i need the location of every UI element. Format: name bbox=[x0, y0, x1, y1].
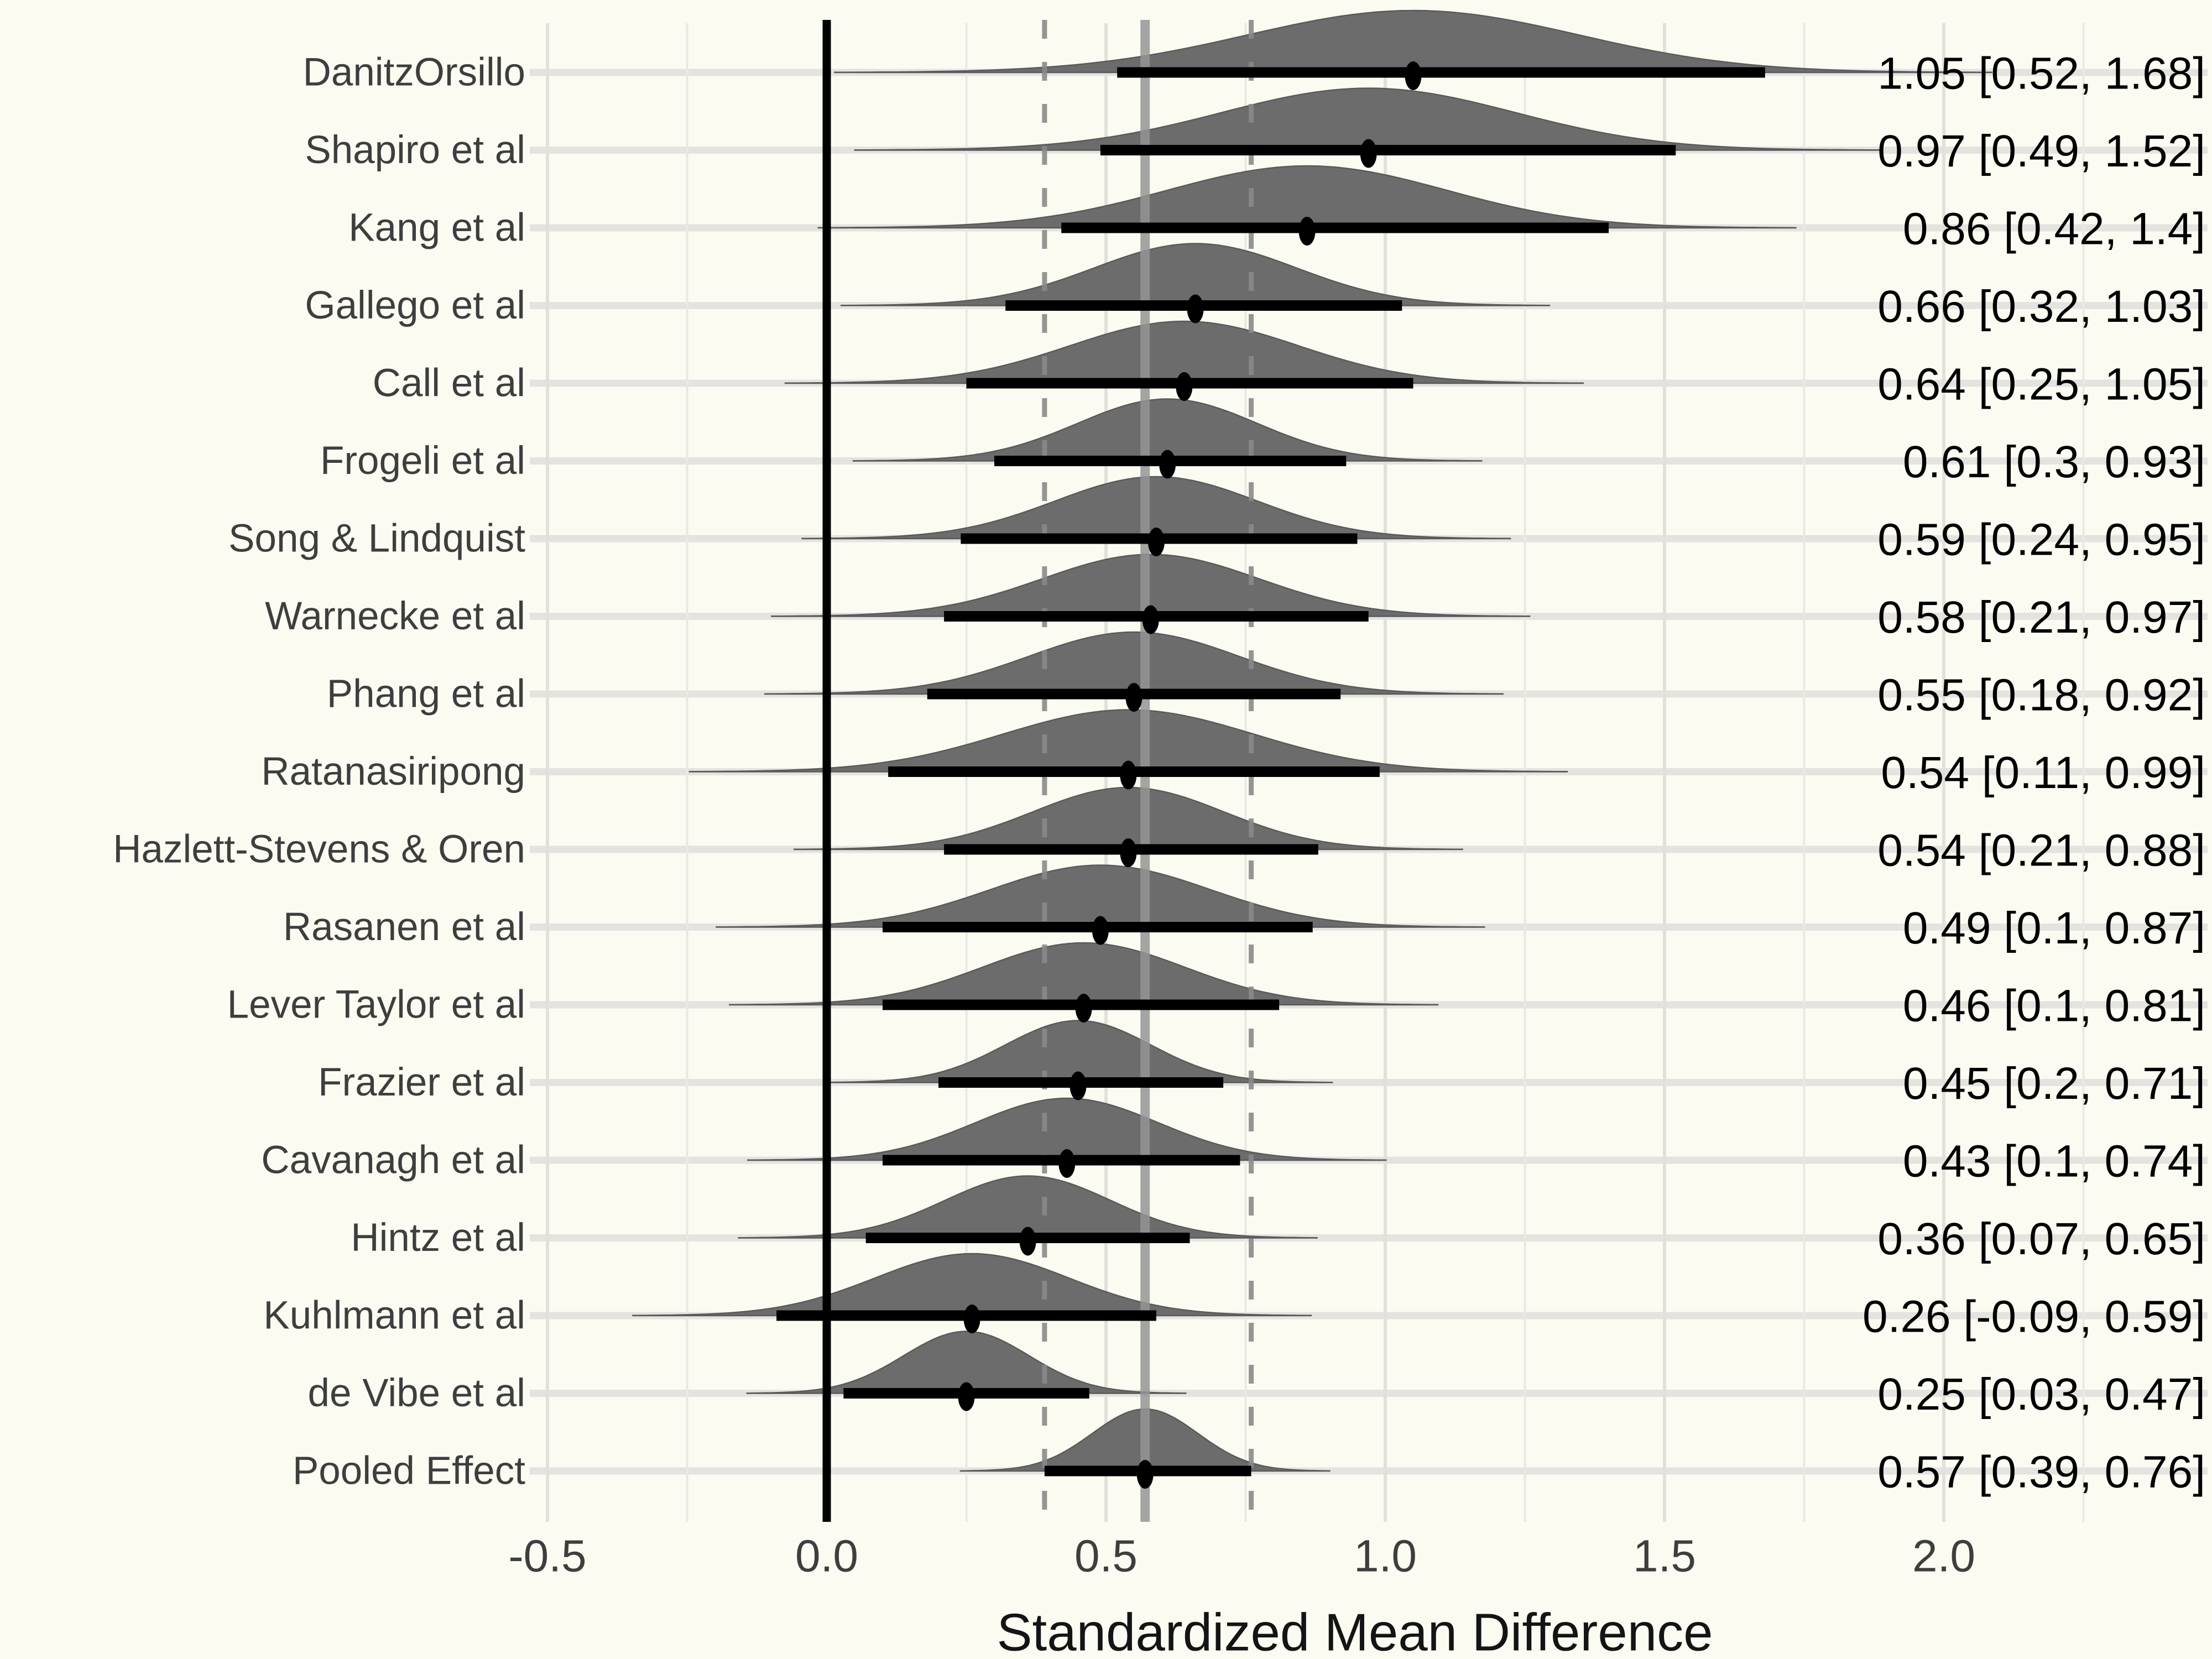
point-estimate-marker bbox=[1019, 1227, 1036, 1256]
point-estimate-marker bbox=[1125, 683, 1142, 712]
posterior-density-slab bbox=[852, 398, 1483, 462]
study-label: Shapiro et al bbox=[305, 128, 525, 172]
point-estimate-marker bbox=[1120, 838, 1137, 867]
posterior-density-slab bbox=[729, 942, 1439, 1006]
posterior-density-slab bbox=[784, 320, 1584, 384]
estimate-annotation: 0.66 [0.32, 1.03] bbox=[1877, 281, 2205, 332]
posterior-density-slab bbox=[854, 87, 1883, 151]
posterior-density-slab bbox=[841, 243, 1551, 306]
study-label: Cavanagh et al bbox=[261, 1139, 525, 1182]
estimate-annotation: 0.57 [0.39, 0.76] bbox=[1877, 1447, 2205, 1498]
estimate-annotation: 0.25 [0.03, 0.47] bbox=[1877, 1369, 2205, 1420]
x-tick-label: 1.0 bbox=[1354, 1531, 1417, 1582]
point-estimate-marker bbox=[1360, 139, 1377, 168]
estimate-annotation: 0.54 [0.11, 0.99] bbox=[1881, 748, 2205, 798]
estimate-annotation: 0.55 [0.18, 0.92] bbox=[1877, 670, 2205, 721]
study-label: Call et al bbox=[373, 362, 525, 405]
study-label: Kuhlmann et al bbox=[263, 1294, 525, 1338]
study-label: Warnecke et al bbox=[265, 594, 525, 638]
posterior-density-slab bbox=[738, 1175, 1318, 1239]
estimate-annotation: 0.45 [0.2, 0.71] bbox=[1903, 1058, 2205, 1109]
point-estimate-marker bbox=[1058, 1149, 1076, 1178]
study-label: Kang et al bbox=[348, 206, 525, 250]
posterior-density-slab bbox=[817, 165, 1797, 229]
study-label: Hintz et al bbox=[351, 1216, 525, 1260]
study-label: Song & Lindquist bbox=[228, 517, 525, 561]
point-estimate-marker bbox=[1120, 760, 1137, 790]
study-label: Pooled Effect bbox=[293, 1449, 525, 1493]
point-estimate-marker bbox=[1136, 1460, 1154, 1489]
point-estimate-marker bbox=[1070, 1071, 1087, 1100]
study-label: Gallego et al bbox=[305, 284, 525, 327]
x-axis-title: Standardized Mean Difference bbox=[997, 1603, 1713, 1659]
study-label: DanitzOrsillo bbox=[303, 51, 525, 95]
estimate-annotation: 0.26 [-0.09, 0.59] bbox=[1863, 1292, 2205, 1342]
point-estimate-marker bbox=[1092, 916, 1109, 945]
x-tick-label: 0.0 bbox=[795, 1531, 858, 1582]
point-estimate-marker bbox=[963, 1305, 980, 1333]
x-tick-label: 1.5 bbox=[1633, 1531, 1696, 1582]
estimate-annotation: 0.43 [0.1, 0.74] bbox=[1903, 1136, 2205, 1187]
estimate-annotation: 0.36 [0.07, 0.65] bbox=[1877, 1214, 2205, 1264]
x-tick-label: 2.0 bbox=[1912, 1531, 1975, 1582]
estimate-annotation: 0.54 [0.21, 0.88] bbox=[1877, 826, 2205, 876]
posterior-density-slab bbox=[834, 9, 1992, 74]
posterior-density-slab bbox=[801, 476, 1511, 540]
posterior-density-slab bbox=[764, 631, 1504, 695]
estimate-annotation: 1.05 [0.52, 1.68] bbox=[1877, 49, 2205, 99]
point-estimate-marker bbox=[1298, 217, 1316, 246]
point-estimate-marker bbox=[1405, 61, 1422, 90]
study-label: Phang et al bbox=[327, 672, 525, 716]
posterior-density-slab bbox=[632, 1253, 1312, 1317]
study-label: Lever Taylor et al bbox=[227, 983, 525, 1027]
study-label: Rasanen et al bbox=[283, 905, 525, 949]
study-label: Frogeli et al bbox=[320, 439, 525, 483]
point-estimate-marker bbox=[1187, 294, 1204, 324]
posterior-density-slab bbox=[747, 1097, 1387, 1161]
estimate-annotation: 0.61 [0.3, 0.93] bbox=[1903, 437, 2205, 487]
study-label: de Vibe et al bbox=[308, 1371, 525, 1415]
estimate-annotation: 0.58 [0.21, 0.97] bbox=[1877, 592, 2205, 643]
point-estimate-marker bbox=[958, 1382, 975, 1411]
estimate-annotation: 0.97 [0.49, 1.52] bbox=[1877, 126, 2205, 176]
estimate-annotation: 0.49 [0.1, 0.87] bbox=[1903, 903, 2205, 953]
point-estimate-marker bbox=[1159, 450, 1176, 479]
study-label: Frazier et al bbox=[318, 1061, 525, 1104]
point-estimate-marker bbox=[1142, 605, 1159, 634]
estimate-annotation: 0.64 [0.25, 1.05] bbox=[1877, 359, 2205, 410]
x-tick-label: -0.5 bbox=[508, 1531, 586, 1582]
estimate-annotation: 0.46 [0.1, 0.81] bbox=[1903, 981, 2205, 1031]
study-label: Ratanasiripong bbox=[261, 750, 525, 794]
point-estimate-marker bbox=[1176, 372, 1193, 401]
estimate-annotation: 0.86 [0.42, 1.4] bbox=[1903, 204, 2205, 254]
point-estimate-marker bbox=[1075, 994, 1092, 1022]
estimate-annotation: 0.59 [0.24, 0.95] bbox=[1877, 515, 2205, 565]
x-tick-label: 0.5 bbox=[1074, 1531, 1138, 1582]
point-estimate-marker bbox=[1147, 528, 1165, 556]
posterior-density-slab bbox=[716, 864, 1485, 928]
study-label: Hazlett-Stevens & Oren bbox=[113, 828, 525, 872]
